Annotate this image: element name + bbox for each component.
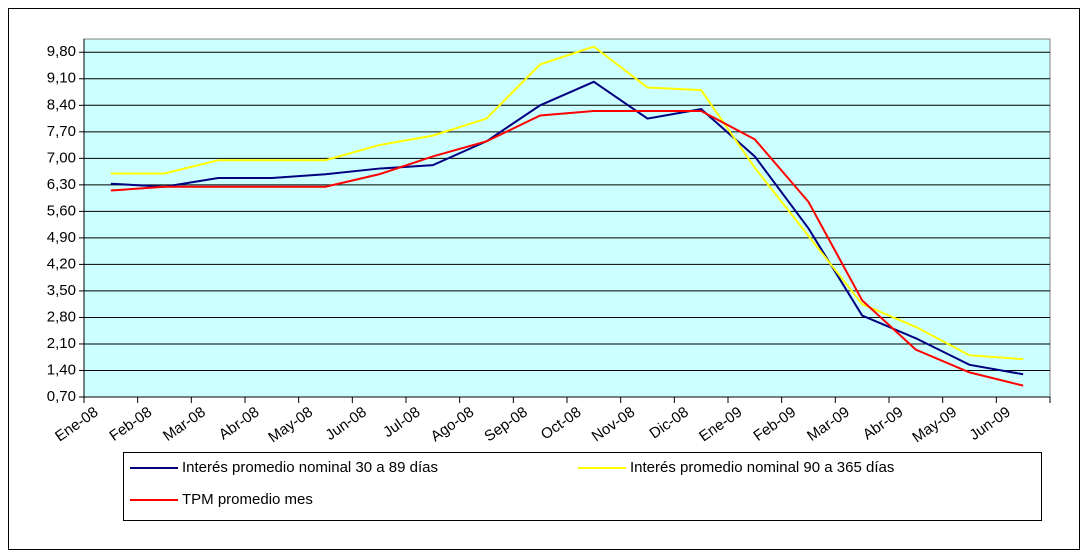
y-tick-label: 8,40 bbox=[47, 96, 76, 113]
y-tick-label: 9,80 bbox=[47, 43, 76, 60]
y-tick-label: 9,10 bbox=[47, 70, 76, 87]
y-tick-label: 5,60 bbox=[47, 202, 76, 219]
y-tick-label: 1,40 bbox=[47, 361, 76, 378]
y-tick-label: 7,00 bbox=[47, 149, 76, 166]
y-tick-label: 2,80 bbox=[47, 308, 76, 325]
legend-label: Interés promedio nominal 90 a 365 días bbox=[630, 459, 894, 476]
y-tick-label: 3,50 bbox=[47, 282, 76, 299]
legend-box bbox=[123, 452, 1042, 521]
plot-area bbox=[83, 38, 1051, 398]
y-tick-label: 2,10 bbox=[47, 335, 76, 352]
y-tick-label: 4,20 bbox=[47, 255, 76, 272]
y-tick-label: 6,30 bbox=[47, 176, 76, 193]
y-tick-label: 0,70 bbox=[47, 388, 76, 405]
line-series bbox=[110, 80, 1024, 376]
line-series bbox=[110, 109, 1024, 387]
legend-label: TPM promedio mes bbox=[182, 491, 313, 508]
legend-label: Interés promedio nominal 30 a 89 días bbox=[182, 459, 438, 476]
y-tick-label: 7,70 bbox=[47, 123, 76, 140]
y-tick-label: 4,90 bbox=[47, 229, 76, 246]
